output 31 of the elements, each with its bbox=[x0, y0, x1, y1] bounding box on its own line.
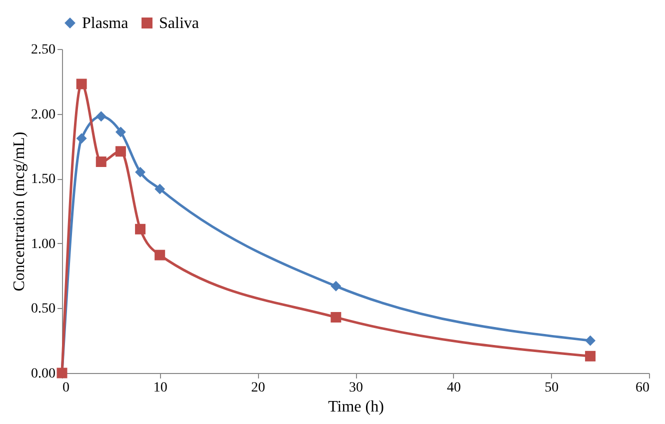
y-tick-label: 2.50 bbox=[31, 42, 56, 58]
point bbox=[135, 166, 146, 178]
y-axis-title: Concentration (mcg/mL) bbox=[11, 132, 28, 292]
y-tick-label: 1.00 bbox=[31, 236, 56, 252]
x-tick-label: 10 bbox=[153, 380, 168, 396]
point bbox=[96, 111, 106, 122]
x-axis-title: Time (h) bbox=[328, 398, 384, 416]
point bbox=[115, 146, 126, 157]
x-tick-label: 20 bbox=[251, 380, 266, 396]
point bbox=[585, 335, 596, 346]
point bbox=[330, 280, 342, 292]
x-tick-label: 50 bbox=[544, 380, 559, 396]
point bbox=[154, 250, 166, 260]
x-tick-label: 40 bbox=[446, 380, 461, 396]
point bbox=[330, 312, 342, 323]
y-tick-label: 0.50 bbox=[31, 302, 56, 317]
point bbox=[76, 133, 87, 144]
point bbox=[585, 350, 596, 362]
y-tick-label: 1.50 bbox=[31, 172, 56, 188]
point bbox=[135, 224, 146, 234]
x-tick-label: 0 bbox=[62, 380, 70, 396]
point bbox=[76, 78, 87, 90]
point bbox=[115, 126, 126, 138]
x-tick-label: 30 bbox=[349, 380, 363, 396]
y-tick-label: 0.00 bbox=[31, 366, 56, 382]
y-tick-label: 2.00 bbox=[31, 107, 56, 122]
x-tick-label: 60 bbox=[636, 380, 650, 396]
point bbox=[154, 184, 166, 194]
legend-label: Plasma bbox=[82, 15, 128, 32]
legend-label: Saliva bbox=[159, 15, 199, 32]
point bbox=[96, 156, 106, 167]
